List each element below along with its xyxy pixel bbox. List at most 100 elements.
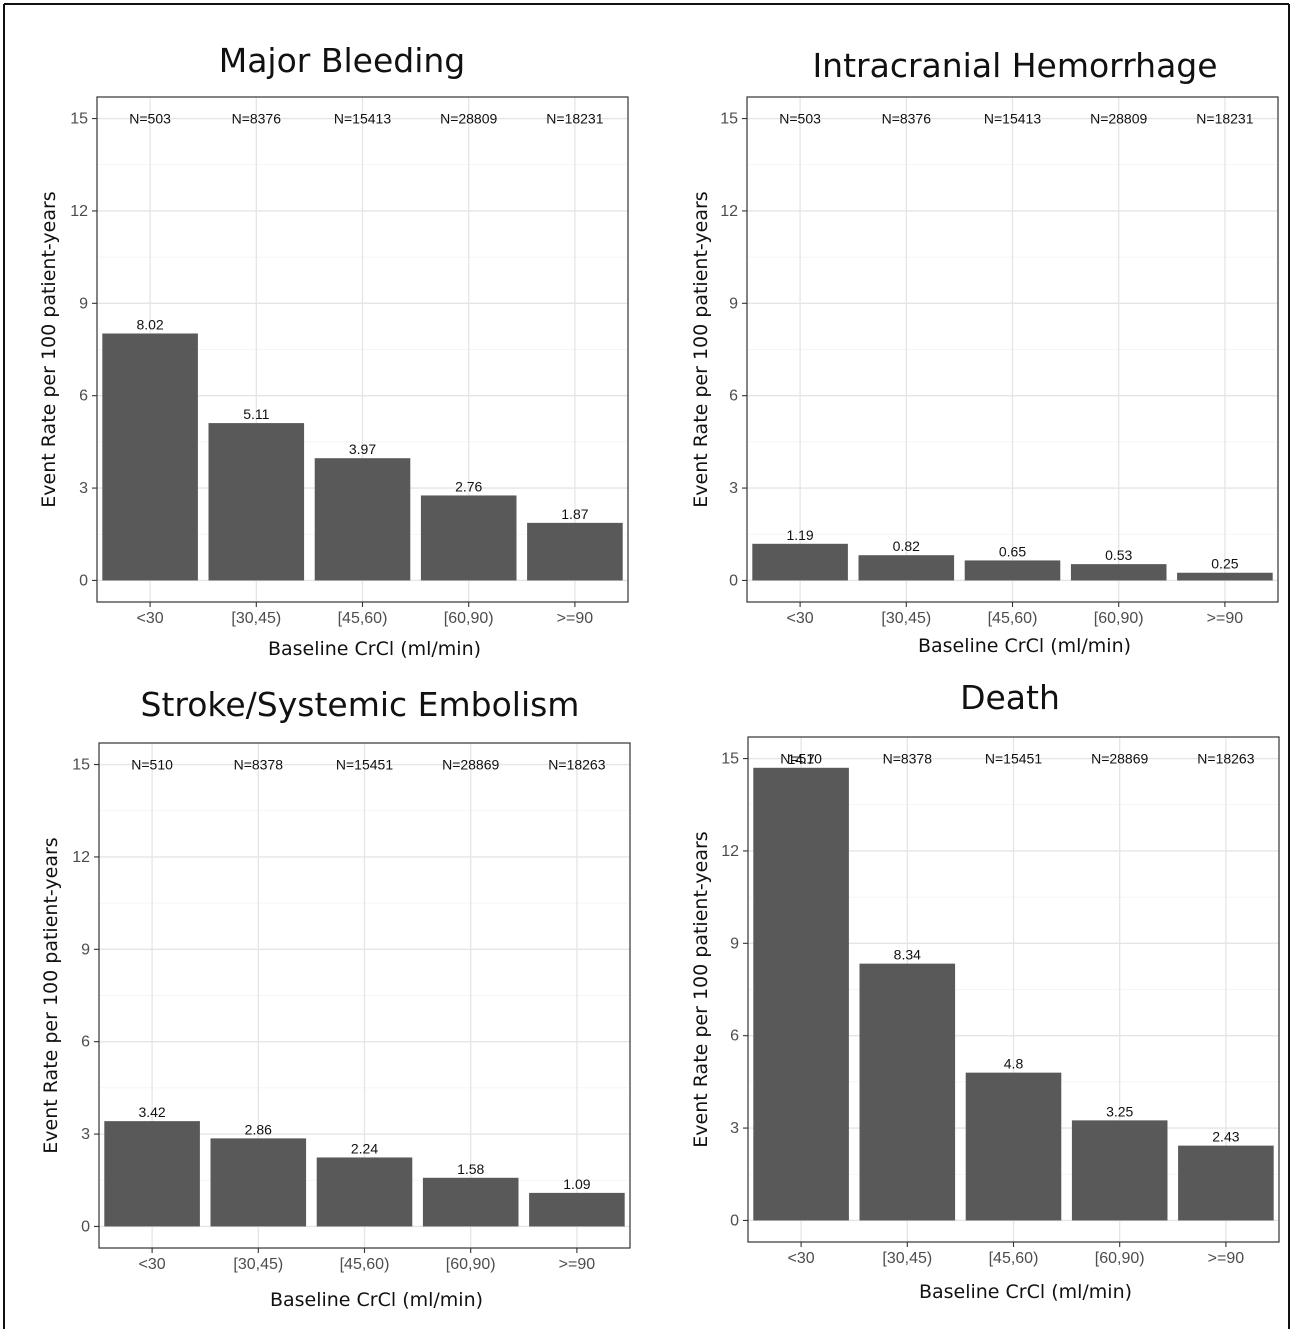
n-label: N=510	[780, 751, 822, 767]
value-label: 1.58	[457, 1161, 484, 1177]
n-label: N=28869	[442, 757, 499, 773]
panel-major-bleeding: 8.02 5.11 3.97 2.76 1.87 N=503 N=8376 N=15413 N=…	[38, 41, 629, 660]
x-axis-label: Baseline CrCl (ml/min)	[270, 1289, 483, 1311]
n-label: N=8376	[232, 111, 282, 127]
n-label: N=28809	[440, 111, 497, 127]
value-label: 0.53	[1105, 547, 1132, 563]
value-label: 3.25	[1106, 1103, 1133, 1119]
y-tick-label: 0	[730, 1212, 739, 1229]
bar-death-0	[753, 767, 849, 1221]
bar-stroke-systemic-embolism-0	[104, 1121, 200, 1227]
n-label: N=503	[129, 111, 171, 127]
value-label: 0.65	[999, 543, 1026, 559]
n-label: N=15413	[334, 111, 391, 127]
n-label: N=8378	[234, 757, 284, 773]
y-tick-label: 3	[729, 480, 738, 497]
y-tick-label: 6	[729, 388, 738, 405]
n-label: N=18263	[1197, 751, 1254, 767]
y-tick-label: 0	[79, 572, 88, 589]
value-label: 2.43	[1212, 1129, 1239, 1145]
y-tick-label: 0	[729, 572, 738, 589]
bar-stroke-systemic-embolism-3	[422, 1177, 519, 1227]
n-label: N=18231	[546, 111, 603, 127]
panel-death: 14.7 8.34 4.8 3.25 2.43 N=510 N=8378 N=15451 N=2…	[690, 678, 1280, 1303]
y-axis-label: Event Rate per 100 patient-years	[690, 831, 712, 1147]
n-label: N=15451	[336, 757, 393, 773]
bar-death-1	[859, 963, 956, 1221]
x-tick-label: >=90	[559, 1256, 596, 1273]
value-label: 1.19	[786, 527, 813, 543]
value-label: 3.42	[138, 1104, 165, 1120]
x-tick-label: >=90	[557, 610, 594, 627]
value-label: 1.09	[563, 1176, 590, 1192]
y-tick-label: 3	[730, 1120, 739, 1137]
n-label: N=510	[131, 757, 173, 773]
y-axis-label: Event Rate per 100 patient-years	[38, 191, 60, 507]
y-tick-label: 12	[72, 849, 90, 866]
y-tick-label: 9	[81, 941, 90, 958]
y-tick-label: 6	[81, 1034, 90, 1051]
x-tick-label: >=90	[1208, 1250, 1245, 1267]
bar-death-2	[965, 1072, 1062, 1221]
bar-major-bleeding-1	[208, 423, 305, 581]
n-label: N=28869	[1091, 751, 1148, 767]
bar-death-3	[1071, 1120, 1168, 1221]
y-tick-label: 15	[70, 111, 88, 128]
y-tick-label: 3	[79, 480, 88, 497]
y-tick-label: 3	[81, 1126, 90, 1143]
panel-title: Major Bleeding	[219, 41, 466, 80]
bar-major-bleeding-3	[420, 495, 517, 581]
value-label: 2.86	[245, 1121, 272, 1137]
y-tick-label: 15	[72, 757, 90, 774]
y-axis-label: Event Rate per 100 patient-years	[40, 837, 62, 1153]
x-tick-label: >=90	[1207, 610, 1244, 627]
bar-death-4	[1178, 1145, 1274, 1221]
x-tick-label: <30	[788, 1250, 815, 1267]
x-tick-label: <30	[137, 610, 164, 627]
bar-intracranial-hemorrhage-3	[1070, 564, 1167, 581]
bar-major-bleeding-0	[102, 333, 198, 581]
x-tick-label: [60,90)	[1094, 610, 1144, 627]
y-tick-label: 9	[79, 295, 88, 312]
x-tick-label: <30	[139, 1256, 166, 1273]
x-tick-label: [60,90)	[444, 610, 494, 627]
value-label: 1.87	[561, 506, 588, 522]
n-label: N=8378	[883, 751, 933, 767]
x-tick-label: <30	[787, 610, 814, 627]
y-tick-label: 9	[730, 935, 739, 952]
n-label: N=18263	[548, 757, 605, 773]
x-axis-label: Baseline CrCl (ml/min)	[919, 1281, 1132, 1303]
y-tick-label: 6	[730, 1028, 739, 1045]
panel-title: Intracranial Hemorrhage	[812, 46, 1217, 85]
n-label: N=15451	[985, 751, 1042, 767]
bar-stroke-systemic-embolism-1	[210, 1138, 307, 1227]
bar-major-bleeding-2	[314, 458, 411, 581]
value-label: 14.7	[787, 751, 814, 767]
panel-stroke-systemic-embolism: 3.42 2.86 2.24 1.58 1.09 N=510 N=8378 N=15451 N=…	[40, 685, 631, 1311]
x-tick-label: [30,45)	[233, 1256, 283, 1273]
value-label: 3.97	[349, 441, 376, 457]
bar-stroke-systemic-embolism-2	[316, 1157, 413, 1227]
x-tick-label: [30,45)	[881, 610, 931, 627]
value-label: 2.76	[455, 478, 482, 494]
x-axis-label: Baseline CrCl (ml/min)	[268, 638, 481, 660]
n-label: N=8376	[882, 111, 932, 127]
y-axis-label: Event Rate per 100 patient-years	[690, 191, 712, 507]
x-tick-label: [30,45)	[882, 1250, 932, 1267]
bar-intracranial-hemorrhage-4	[1177, 572, 1273, 581]
n-label: N=28809	[1090, 111, 1147, 127]
n-label: N=503	[779, 111, 821, 127]
bar-intracranial-hemorrhage-2	[964, 560, 1061, 581]
x-tick-label: [45,60)	[988, 610, 1038, 627]
x-tick-label: [60,90)	[1095, 1250, 1145, 1267]
x-tick-label: [45,60)	[338, 610, 388, 627]
bar-intracranial-hemorrhage-0	[752, 543, 848, 581]
value-label: 4.8	[1004, 1056, 1024, 1072]
bar-stroke-systemic-embolism-4	[529, 1192, 625, 1227]
x-tick-label: [45,60)	[989, 1250, 1039, 1267]
y-tick-label: 9	[729, 295, 738, 312]
bar-intracranial-hemorrhage-1	[858, 555, 955, 581]
y-tick-label: 0	[81, 1218, 90, 1235]
